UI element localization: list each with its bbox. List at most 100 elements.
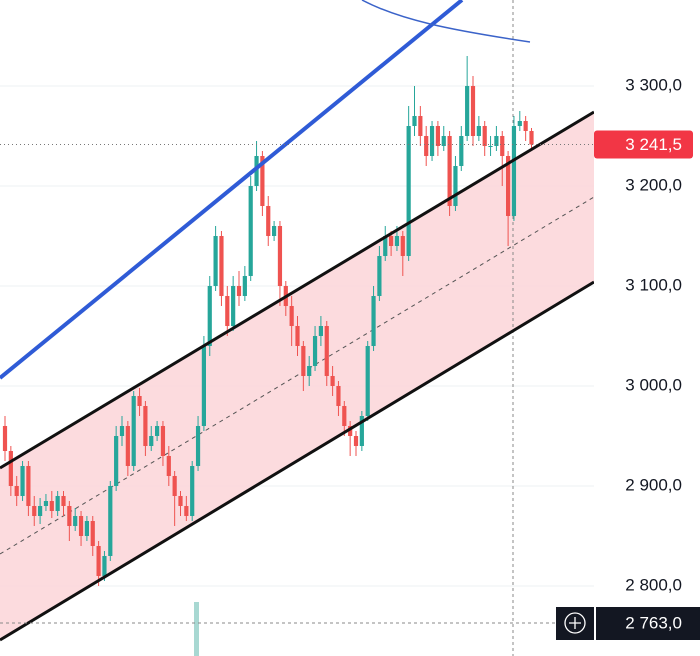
channel-upper xyxy=(0,110,595,470)
candle-body xyxy=(295,326,300,346)
candle-body xyxy=(20,466,25,496)
channel-lower xyxy=(0,280,595,642)
candle-body xyxy=(400,236,405,256)
candle-body xyxy=(90,521,95,546)
candle-body xyxy=(96,546,101,576)
candle-body xyxy=(184,506,189,516)
crosshair-price-box xyxy=(596,607,700,640)
candle-body xyxy=(377,256,382,296)
candle-body xyxy=(114,436,119,486)
candle-body xyxy=(447,136,452,206)
candle-body xyxy=(318,326,323,336)
candle-body xyxy=(73,516,78,526)
candle-body xyxy=(178,496,183,506)
y-tick-label: 3 000,0 xyxy=(625,375,682,394)
candle-body xyxy=(61,496,66,506)
y-tick-label: 3 200,0 xyxy=(625,175,682,194)
last-price-box xyxy=(594,130,693,159)
candle-body xyxy=(353,436,359,446)
candle-body xyxy=(429,126,435,156)
candle-body xyxy=(470,86,476,136)
candle-body xyxy=(342,406,347,426)
candle-body xyxy=(488,146,493,147)
candle-body xyxy=(500,136,505,156)
volume-bar xyxy=(194,602,199,656)
candle-body xyxy=(143,406,148,446)
candle-body xyxy=(459,136,464,166)
candle-body xyxy=(289,306,294,326)
candle-body xyxy=(324,326,329,376)
candle-body xyxy=(511,126,517,216)
drawings xyxy=(0,0,595,642)
candle-body xyxy=(248,186,253,276)
y-tick-label: 3 100,0 xyxy=(625,275,682,294)
y-tick-label: 2 900,0 xyxy=(625,475,682,494)
candle-body xyxy=(43,501,49,506)
candle-body xyxy=(49,501,54,511)
crosshair-price-label: 2 763,0 xyxy=(625,613,682,632)
candle-body xyxy=(453,166,458,206)
axis-labels: 3 300,0 3 200,0 3 100,0 3 000,0 2 900,0 2 800… xyxy=(625,75,682,594)
channel-midline xyxy=(0,196,595,555)
candle-body xyxy=(406,126,411,256)
candle-body xyxy=(435,126,440,146)
candle-body xyxy=(119,426,125,436)
price-axis xyxy=(594,0,700,656)
candle-body xyxy=(506,156,511,216)
candle-body xyxy=(78,516,84,536)
candle-body xyxy=(307,366,312,376)
candle-body xyxy=(254,156,259,186)
curve xyxy=(361,0,531,43)
candle-body xyxy=(149,436,154,446)
candle-body xyxy=(301,346,306,376)
candle-body xyxy=(476,126,481,136)
candle-body xyxy=(32,506,37,516)
candle-body xyxy=(529,131,534,145)
candle-body xyxy=(336,386,341,406)
candle-body xyxy=(125,426,130,466)
candle-body xyxy=(195,426,201,466)
candle-body xyxy=(412,116,417,126)
candle-body xyxy=(84,521,89,536)
candle-body xyxy=(272,226,277,236)
candle-body xyxy=(517,121,522,126)
candle-body xyxy=(225,296,230,326)
candle-body xyxy=(172,476,177,496)
candle-body xyxy=(389,236,394,246)
candle-body xyxy=(242,276,247,296)
candle-body xyxy=(190,466,195,516)
last-price-label: 3 241,5 xyxy=(625,135,682,154)
candle-body xyxy=(26,466,31,506)
candle-body xyxy=(67,506,72,526)
candle-body xyxy=(330,376,335,386)
candle-body xyxy=(236,286,242,296)
candle-body xyxy=(260,156,265,206)
candle-body xyxy=(2,426,8,451)
candles xyxy=(2,56,534,586)
candle-body xyxy=(465,86,470,136)
candle-body xyxy=(201,346,206,426)
y-tick-label: 2 800,0 xyxy=(625,575,682,594)
candle-body xyxy=(482,126,487,146)
candle-body xyxy=(14,486,19,496)
candle-body xyxy=(523,121,528,131)
candle-body xyxy=(108,486,113,556)
candle-body xyxy=(137,396,142,406)
candle-body xyxy=(231,286,236,326)
candle-body xyxy=(155,426,160,436)
candle-body xyxy=(213,236,218,286)
price-markers: 3 241,5 2 763,0 xyxy=(0,130,700,640)
candle-body xyxy=(207,286,212,346)
candle-body xyxy=(266,206,271,236)
candle-body xyxy=(131,396,136,466)
candle-body xyxy=(277,226,283,286)
plus-icon-cross xyxy=(569,617,581,629)
channel xyxy=(0,112,595,640)
y-tick-label: 3 300,0 xyxy=(625,75,682,94)
trend-line xyxy=(0,0,464,380)
candle-body xyxy=(219,236,224,296)
candle-body xyxy=(494,136,499,146)
candle-body xyxy=(383,236,388,256)
candle-body xyxy=(441,136,446,146)
